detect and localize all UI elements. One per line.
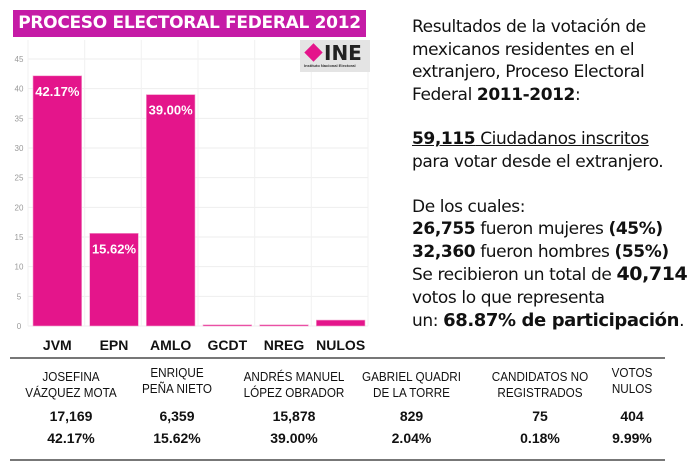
percentage: 39.00% [270, 430, 318, 446]
text: un: [412, 310, 444, 331]
intro-line: Federal 2011-2012: [412, 84, 700, 107]
name-line: ANDRÉS MANUEL [243, 369, 345, 384]
bar-amlo [146, 94, 196, 327]
y-tick-label: 5 [17, 292, 22, 301]
y-tick-label: 20 [15, 203, 24, 212]
name-line: DE LA TORRE [373, 385, 450, 400]
participation-line: un: 68.87% de participación. [412, 310, 700, 333]
candidate-name: ANDRÉS MANUEL LÓPEZ OBRADOR [240, 369, 348, 405]
y-tick-label: 45 [15, 55, 24, 64]
summary-text: Resultados de la votación de mexicanos r… [412, 16, 700, 332]
ine-logo: INE Instituto Nacional Electoral [300, 40, 370, 72]
women-line: 26,755 fueron mujeres (45%) [412, 218, 700, 241]
data-label: 39.00% [149, 103, 194, 118]
x-tick-label: GCDT [207, 337, 247, 353]
total-count: 40,714 [616, 263, 688, 286]
name-line: LÓPEZ OBRADOR [243, 385, 345, 400]
text: Ciudadanos inscritos [475, 129, 649, 150]
data-label: 42.17% [35, 84, 80, 99]
bar-jvm [32, 75, 82, 327]
table-column: ANDRÉS MANUEL LÓPEZ OBRADOR 15,878 39.00% [234, 369, 354, 449]
of-which: De los cuales: [412, 196, 526, 217]
table-column: GABRIEL QUADRI DE LA TORRE 829 2.04% [354, 369, 469, 449]
chart-title: PROCESO ELECTORAL FEDERAL 2012 [13, 10, 366, 37]
y-tick-label: 15 [15, 233, 24, 242]
women-pct: (45%) [608, 219, 663, 240]
candidate-name: VOTOS NULOS [605, 365, 659, 405]
text: Se recibieron un total de [412, 265, 617, 286]
name-line: ENRIQUE [150, 365, 204, 380]
y-tick-label: 10 [15, 263, 24, 272]
votes: 17,169 [49, 408, 93, 424]
intro-line: mexicanos residentes en el [412, 39, 635, 60]
bar-gcdt [202, 324, 252, 327]
divider-bottom [10, 459, 665, 461]
y-tick-label: 40 [15, 85, 24, 94]
men-line: 32,360 fueron hombres (55%) [412, 241, 700, 264]
text: : [575, 84, 581, 105]
data-label: 15.62% [92, 241, 137, 256]
percentage: 15.62% [153, 430, 201, 446]
bar-nreg [259, 324, 309, 327]
name-line: VOTOS [611, 365, 653, 380]
bar-nulos [316, 319, 366, 327]
registered-line-2: para votar desde el extranjero. [412, 151, 664, 172]
y-tick-label: 0 [17, 322, 22, 331]
candidate-name: ENRIQUE PEÑA NIETO [128, 365, 227, 405]
name-line: REGISTRADOS [497, 385, 583, 400]
name-line: PEÑA NIETO [141, 381, 213, 396]
y-tick-label: 35 [15, 114, 24, 123]
table-column: CANDIDATOS NO REGISTRADOS 75 0.18% [480, 369, 600, 449]
x-tick-label: NREG [264, 337, 305, 353]
registered-line: 59,115 Ciudadanos inscritos [412, 128, 649, 151]
x-tick-label: NULOS [316, 337, 365, 353]
percentage: 42.17% [47, 430, 95, 446]
percentage: 2.04% [391, 430, 432, 446]
participation: 68.87% de participación [443, 309, 680, 331]
percentage: 9.99% [612, 430, 652, 446]
men-count: 32,360 [412, 241, 476, 262]
x-tick-label: EPN [100, 337, 129, 353]
intro-line: Resultados de la votación de [412, 17, 646, 37]
logo-subtitle: Instituto Nacional Electoral [304, 63, 356, 68]
total-line: Se recibieron un total de 40,714 [412, 263, 700, 287]
votes: 15,878 [272, 408, 316, 424]
y-tick-label: 25 [15, 174, 24, 183]
registered-count: 59,115 [412, 129, 476, 150]
votes: 404 [620, 408, 644, 424]
x-tick-label: JVM [43, 337, 72, 353]
x-tick-label: AMLO [150, 337, 191, 353]
votes: 75 [532, 408, 548, 424]
ballot-diamond-icon [304, 43, 323, 62]
text: fueron mujeres [475, 219, 609, 240]
name-line: CANDIDATOS NO [491, 369, 589, 384]
votes: 6,359 [159, 408, 195, 424]
represent-line: votos lo que representa [412, 287, 605, 308]
bar-chart: 0 5 10 15 20 25 30 35 40 45 42.17% JVM 15.62% EPN 39.0… [15, 40, 369, 353]
text: fueron hombres [475, 241, 615, 262]
name-line: JOSEFINA [42, 369, 100, 384]
men-pct: (55%) [614, 241, 669, 262]
candidate-name: GABRIEL QUADRI DE LA TORRE [360, 369, 464, 405]
period-years: 2011-2012 [476, 84, 575, 105]
text: Federal [412, 84, 477, 105]
candidate-name: CANDIDATOS NO REGISTRADOS [486, 369, 594, 405]
text: . [679, 310, 685, 331]
intro-line: extranjero, Proceso Electoral [412, 62, 645, 83]
y-tick-label: 30 [15, 144, 24, 153]
women-count: 26,755 [412, 219, 476, 240]
table-column: JOSEFINA VÁZQUEZ MOTA 17,169 42.17% [12, 369, 130, 449]
name-line: GABRIEL QUADRI [361, 369, 462, 384]
table-column: VOTOS NULOS 404 9.99% [602, 365, 662, 449]
percentage: 0.18% [520, 430, 560, 446]
logo-text: INE [324, 41, 362, 65]
table-column: ENRIQUE PEÑA NIETO 6,359 15.62% [122, 365, 232, 449]
name-line: VÁZQUEZ MOTA [25, 385, 117, 400]
votes: 829 [399, 408, 424, 424]
candidate-name: JOSEFINA VÁZQUEZ MOTA [18, 369, 124, 405]
name-line: NULOS [611, 381, 653, 396]
divider-top [10, 357, 665, 359]
bar-epn [89, 233, 139, 327]
